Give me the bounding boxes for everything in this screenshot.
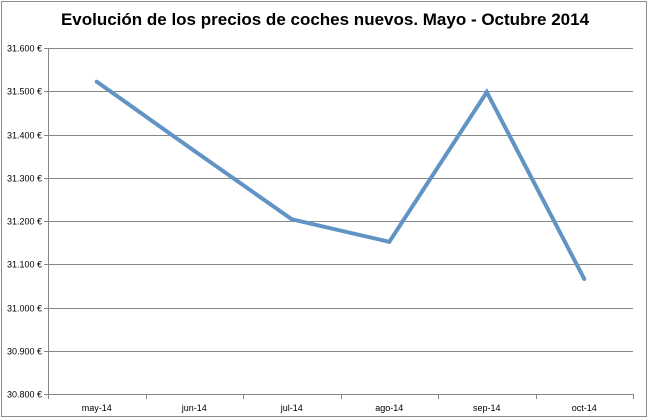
x-tick-label: jun-14 [181,403,207,413]
x-tick-label: ago-14 [375,403,403,413]
x-tick-label: may-14 [82,403,112,413]
y-tick-label: 31.100 € [7,260,42,270]
gridlines [48,48,633,352]
data-point [289,217,294,222]
data-point [94,79,99,84]
x-tick-labels: may-14 jun-14 jul-14 ago-14 sep-14 oct-14 [82,403,597,413]
y-tick-label: 31.500 € [7,87,42,97]
x-tick-label: oct-14 [572,403,597,413]
y-tick-label: 31.200 € [7,217,42,227]
y-tick-label: 30.900 € [7,347,42,357]
y-tick-labels: 30.800 € 30.900 € 31.000 € 31.100 € 31.200 €… [7,44,42,400]
series-layer [94,79,587,281]
data-point [484,90,489,95]
data-point [387,239,392,244]
x-tick-label: jul-14 [280,403,303,413]
y-tick-label: 31.600 € [7,44,42,54]
y-tick-label: 31.000 € [7,304,42,314]
x-tick-label: sep-14 [473,403,501,413]
data-point [582,276,587,281]
chart-title: Evolución de los precios de coches nuevo… [60,10,590,29]
data-point [192,148,197,153]
y-tick-label: 30.800 € [7,390,42,400]
y-tick-label: 31.300 € [7,174,42,184]
y-tick-label: 31.400 € [7,131,42,141]
axes [44,48,634,399]
series-line [95,80,587,280]
